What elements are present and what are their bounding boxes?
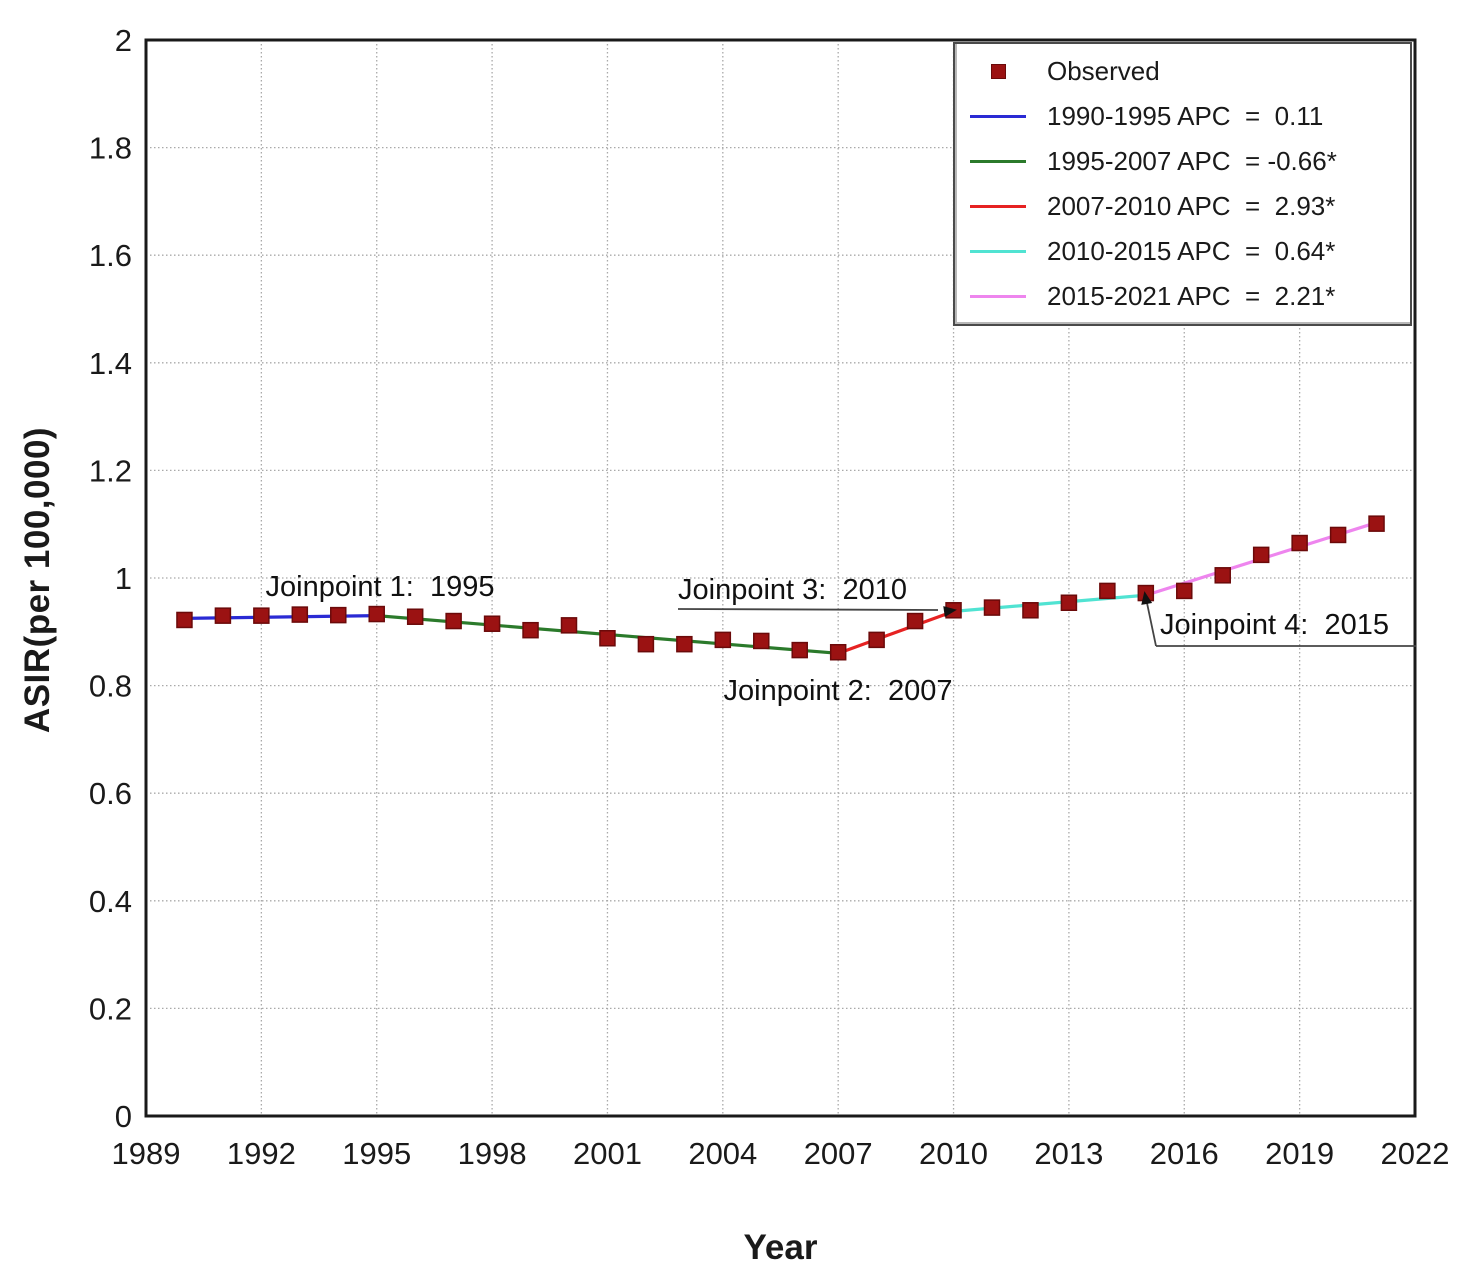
observed-marker: [214, 607, 232, 624]
annotation-callout-line: [677, 608, 939, 611]
y-tick-label: 1.8: [89, 131, 132, 166]
observed-marker: [906, 612, 924, 630]
legend-item-segment-4: 2015-2021 APC = 2.21*: [955, 274, 1410, 319]
y-tick-label: 1.2: [89, 453, 132, 488]
y-tick-label: 0.4: [89, 884, 132, 919]
trend-line-icon: [970, 250, 1026, 253]
x-axis-title: Year: [743, 1228, 818, 1267]
x-tick-label: 2004: [688, 1136, 757, 1171]
x-tick-label: 1998: [458, 1136, 527, 1171]
y-tick-label: 0.2: [89, 991, 132, 1026]
observed-marker: [829, 643, 847, 661]
legend-item-label: 2010-2015 APC = 0.64*: [1047, 236, 1336, 266]
observed-marker: [637, 635, 655, 653]
observed-marker: [1099, 582, 1116, 600]
observed-marker: [560, 617, 578, 634]
y-tick-label: 1.6: [89, 238, 132, 273]
observed-marker: [253, 607, 270, 624]
trend-segment: [951, 593, 1148, 613]
trend-segment: [836, 609, 956, 655]
x-tick-label: 2013: [1034, 1136, 1103, 1171]
legend-item-segment-0: 1990-1995 APC = 0.11: [955, 94, 1410, 139]
x-tick-label: 1992: [227, 1136, 296, 1171]
annotation-arrow-icon: [1141, 591, 1153, 605]
annotation-text: Joinpoint 2: 2007: [724, 675, 953, 707]
observed-marker: [868, 631, 885, 649]
observed-marker: [330, 606, 347, 624]
legend-item-label: 1990-1995 APC = 0.11: [1047, 101, 1324, 131]
annotation-text: Joinpoint 4: 2015: [1160, 609, 1389, 641]
annotation-text: Joinpoint 3: 2010: [678, 574, 907, 606]
observed-marker: [406, 608, 424, 625]
plot-border: [144, 38, 1417, 1118]
observed-marker: [1022, 602, 1039, 619]
observed-marker: [176, 611, 193, 629]
x-tick-label: 2016: [1150, 1136, 1219, 1171]
observed-marker: [1176, 582, 1193, 600]
legend: Observed 1990-1995 APC = 0.11 1995-2007 AP…: [953, 42, 1412, 326]
legend-item-label: 2015-2021 APC = 2.21*: [1047, 281, 1336, 311]
observed-marker: [483, 615, 501, 632]
observed-marker: [714, 631, 732, 649]
x-tick-label: 1995: [342, 1136, 411, 1171]
legend-item-segment-2: 2007-2010 APC = 2.93*: [955, 184, 1410, 229]
x-tick-label: 1989: [112, 1136, 181, 1171]
x-tick-label: 2007: [804, 1136, 873, 1171]
annotation-callout-line: [1146, 602, 1157, 647]
observed-marker: [368, 605, 385, 623]
y-tick-label: 0.8: [89, 669, 132, 704]
observed-marker: [1329, 526, 1347, 544]
legend-item-label: Observed: [1047, 56, 1160, 86]
legend-item-label: 1995-2007 APC = -0.66*: [1047, 146, 1337, 176]
observed-marker: [676, 635, 693, 653]
trend-line-icon: [970, 160, 1026, 163]
observed-marker: [1291, 534, 1308, 552]
annotation-arrow-icon: [943, 606, 957, 618]
observed-marker: [983, 599, 1001, 616]
y-axis-title: ASIR(per 100,000): [18, 426, 57, 734]
observed-marker: [791, 641, 808, 659]
observed-marker: [1214, 567, 1231, 584]
observed-marker: [522, 621, 539, 639]
observed-marker: [1252, 546, 1270, 564]
legend-item-segment-1: 1995-2007 APC = -0.66*: [955, 139, 1410, 184]
legend-item-segment-3: 2010-2015 APC = 0.64*: [955, 229, 1410, 274]
observed-marker-icon: [990, 64, 1006, 79]
trend-segment: [182, 614, 379, 620]
y-tick-label: 1: [115, 561, 132, 596]
annotation-text: Joinpoint 1: 1995: [266, 571, 495, 603]
trend-line-icon: [970, 115, 1026, 118]
y-tick-label: 1.4: [89, 346, 132, 381]
y-tick-label: 2: [115, 23, 132, 58]
trend-line-icon: [970, 295, 1026, 298]
x-tick-label: 2001: [573, 1136, 642, 1171]
observed-marker: [445, 612, 462, 630]
legend-item-label: 2007-2010 APC = 2.93*: [1047, 191, 1336, 221]
observed-marker: [1368, 515, 1385, 532]
y-tick-label: 0.6: [89, 776, 132, 811]
observed-marker: [1060, 594, 1078, 611]
x-tick-label: 2010: [919, 1136, 988, 1171]
observed-marker: [291, 606, 309, 623]
observed-marker: [599, 630, 616, 647]
observed-marker: [753, 632, 770, 650]
trend-line-icon: [970, 205, 1026, 208]
x-tick-label: 2019: [1265, 1136, 1334, 1171]
legend-item-observed: Observed: [955, 49, 1410, 94]
x-tick-label: 2022: [1381, 1136, 1450, 1171]
y-tick-label: 0: [115, 1099, 132, 1134]
